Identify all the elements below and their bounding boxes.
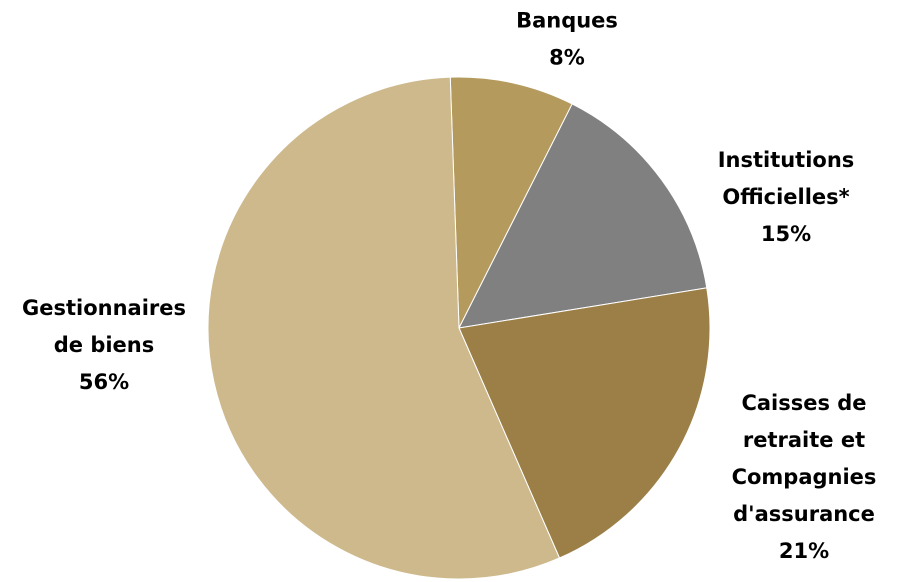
slice-name-line: Gestionnaires <box>22 296 186 320</box>
pie-slices <box>207 76 711 580</box>
slice-value-label: 56% <box>79 370 129 394</box>
slice-name-line: Officielles* <box>722 185 849 209</box>
slice-value-label: 15% <box>761 222 811 246</box>
slice-name-line: Banques <box>516 9 618 33</box>
slice-value-label: 21% <box>779 539 829 563</box>
slice-label-3: Caisses de retraite et Compagnies d'assuran… <box>732 391 877 563</box>
pie-slice-3 <box>458 287 711 559</box>
slice-name-line: Compagnies <box>732 465 877 489</box>
slice-name-line: retraite et <box>743 428 865 452</box>
pie-labels: Banques 8% Institutions Officielles* 15% Cais… <box>22 9 876 564</box>
pie-slice-1 <box>449 76 573 329</box>
slice-name-line: Caisses de <box>741 391 866 415</box>
slice-name-line: de biens <box>54 333 155 357</box>
slice-value-label: 8% <box>549 46 585 70</box>
slice-label-4: Gestionnaires de biens 56% <box>22 296 186 394</box>
pie-slice-2 <box>458 103 708 329</box>
slice-name-line: d'assurance <box>733 502 875 526</box>
slice-name-line: Institutions <box>718 148 855 172</box>
slice-label-2: Institutions Officielles* 15% <box>718 148 855 246</box>
slice-label-1: Banques 8% <box>516 9 618 70</box>
pie-slice-4 <box>207 76 561 580</box>
